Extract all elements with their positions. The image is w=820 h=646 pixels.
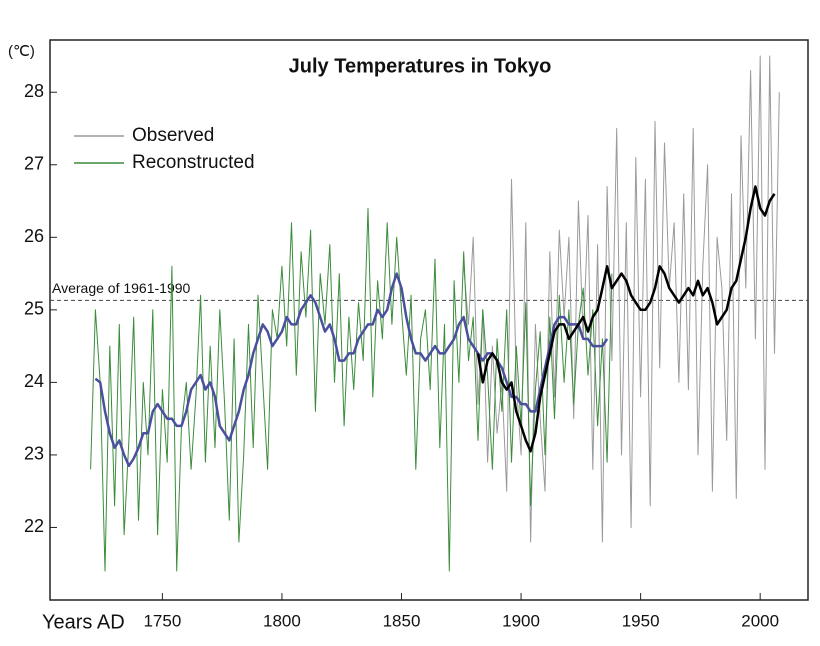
plot-frame: [49, 39, 809, 601]
y-tick-label: 27: [24, 154, 44, 174]
chart-title: July Temperatures in Tokyo: [289, 55, 552, 77]
y-tick-label: 24: [24, 371, 44, 391]
x-tick-label: 1950: [622, 611, 660, 630]
x-axis-label: Years AD: [42, 611, 125, 633]
x-tick-label: 1850: [383, 611, 421, 630]
legend-label: Reconstructed: [132, 152, 255, 173]
average-label: Average of 1961-1990: [52, 280, 191, 296]
series-line: [94, 272, 609, 468]
series-line: [476, 185, 776, 453]
y-tick-label: 26: [24, 226, 44, 246]
x-tick-label: 1750: [143, 611, 181, 630]
y-tick-label: 28: [24, 81, 44, 101]
series-line: [463, 55, 780, 543]
y-tick-label: 22: [24, 516, 44, 536]
y-axis-label: (℃): [8, 43, 35, 60]
x-tick-label: 1900: [502, 611, 540, 630]
legend-label: Observed: [132, 125, 214, 146]
y-tick-label: 23: [24, 444, 44, 464]
x-tick-label: 1800: [263, 611, 301, 630]
y-tick-label: 25: [24, 299, 44, 319]
x-tick-label: 2000: [741, 611, 779, 630]
